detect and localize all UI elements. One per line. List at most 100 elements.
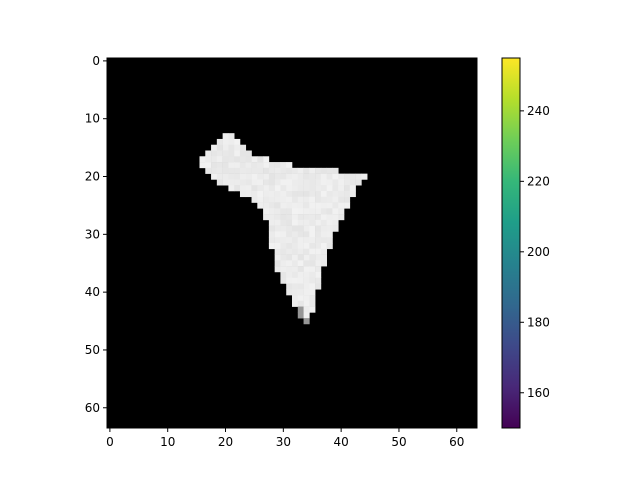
image-pixel (275, 243, 281, 249)
image-pixel (309, 272, 315, 278)
image-pixel (228, 156, 234, 162)
image-pixel (292, 249, 298, 255)
y-tick-label: 30 (85, 227, 100, 241)
image-pixel (321, 231, 327, 237)
image-pixel (286, 237, 292, 243)
image-pixel (344, 203, 350, 209)
image-pixel (309, 249, 315, 255)
image-pixel (252, 185, 258, 191)
image-pixel (304, 295, 310, 301)
image-pixel (240, 185, 246, 191)
image-pixel (286, 168, 292, 174)
image-pixel (315, 208, 321, 214)
image-pixel (315, 174, 321, 180)
image-pixel (309, 289, 315, 295)
image-pixel (269, 197, 275, 203)
x-tick-label: 60 (449, 435, 464, 449)
image-pixel (321, 214, 327, 220)
image-pixel (280, 243, 286, 249)
image-pixel (223, 179, 229, 185)
image-pixel (275, 185, 281, 191)
image-pixel (304, 231, 310, 237)
image-pixel (315, 266, 321, 272)
image-pixel (298, 249, 304, 255)
image-pixel (298, 191, 304, 197)
image-pixel (240, 191, 246, 197)
image-pixel (292, 220, 298, 226)
image-pixel (304, 266, 310, 272)
image-pixel (292, 226, 298, 232)
image-pixel (257, 174, 263, 180)
image-pixel (228, 145, 234, 151)
image-pixel (344, 191, 350, 197)
image-pixel (304, 185, 310, 191)
image-pixel (332, 226, 338, 232)
image-pixel (315, 272, 321, 278)
image-pixel (315, 214, 321, 220)
image-pixel (298, 266, 304, 272)
image-pixel (304, 318, 310, 324)
image-pixel (327, 220, 333, 226)
image-pixel (315, 220, 321, 226)
image-pixel (309, 295, 315, 301)
image-pixel (332, 203, 338, 209)
image-pixel (338, 214, 344, 220)
image-pixel (263, 156, 269, 162)
image-pixel (223, 151, 229, 157)
image-pixel (280, 168, 286, 174)
image-pixel (321, 191, 327, 197)
y-tick-label: 60 (85, 401, 100, 415)
image-pixel (298, 185, 304, 191)
image-pixel (292, 174, 298, 180)
image-pixel (309, 208, 315, 214)
image-pixel (269, 191, 275, 197)
image-pixel (309, 174, 315, 180)
colorbar-gradient (502, 58, 520, 428)
image-pixel (344, 174, 350, 180)
image-pixel (205, 168, 211, 174)
image-pixel (275, 231, 281, 237)
image-pixel (315, 237, 321, 243)
image-pixel (350, 179, 356, 185)
image-pixel (315, 197, 321, 203)
colorbar-tick-label: 220 (527, 174, 550, 188)
image-pixel (286, 289, 292, 295)
image-pixel (275, 220, 281, 226)
image-pixel (292, 283, 298, 289)
image-pixel (234, 185, 240, 191)
image-pixel (280, 237, 286, 243)
colorbar-tick-label: 200 (527, 245, 550, 259)
image-pixel (298, 295, 304, 301)
image-pixel (280, 260, 286, 266)
image-pixel (246, 185, 252, 191)
image-pixel (269, 179, 275, 185)
image-pixel (286, 208, 292, 214)
image-pixel (252, 179, 258, 185)
image-pixel (240, 145, 246, 151)
image-pixel (327, 174, 333, 180)
image-pixel (286, 203, 292, 209)
image-pixel (257, 203, 263, 209)
image-pixel (298, 278, 304, 284)
image-pixel (309, 231, 315, 237)
image-pixel (327, 179, 333, 185)
image-pixel (321, 168, 327, 174)
image-pixel (257, 191, 263, 197)
x-tick-label: 10 (160, 435, 175, 449)
image-pixel (286, 243, 292, 249)
image-pixel (246, 191, 252, 197)
image-pixel (304, 214, 310, 220)
image-pixel (292, 278, 298, 284)
image-pixel (315, 243, 321, 249)
x-tick-label: 0 (106, 435, 114, 449)
image-pixel (309, 260, 315, 266)
image-pixel (223, 168, 229, 174)
image-pixel (205, 151, 211, 157)
image-pixel (321, 255, 327, 261)
image-pixel (275, 255, 281, 261)
image-pixel (298, 203, 304, 209)
image-pixel (234, 179, 240, 185)
image-pixel (350, 174, 356, 180)
image-pixel (298, 179, 304, 185)
